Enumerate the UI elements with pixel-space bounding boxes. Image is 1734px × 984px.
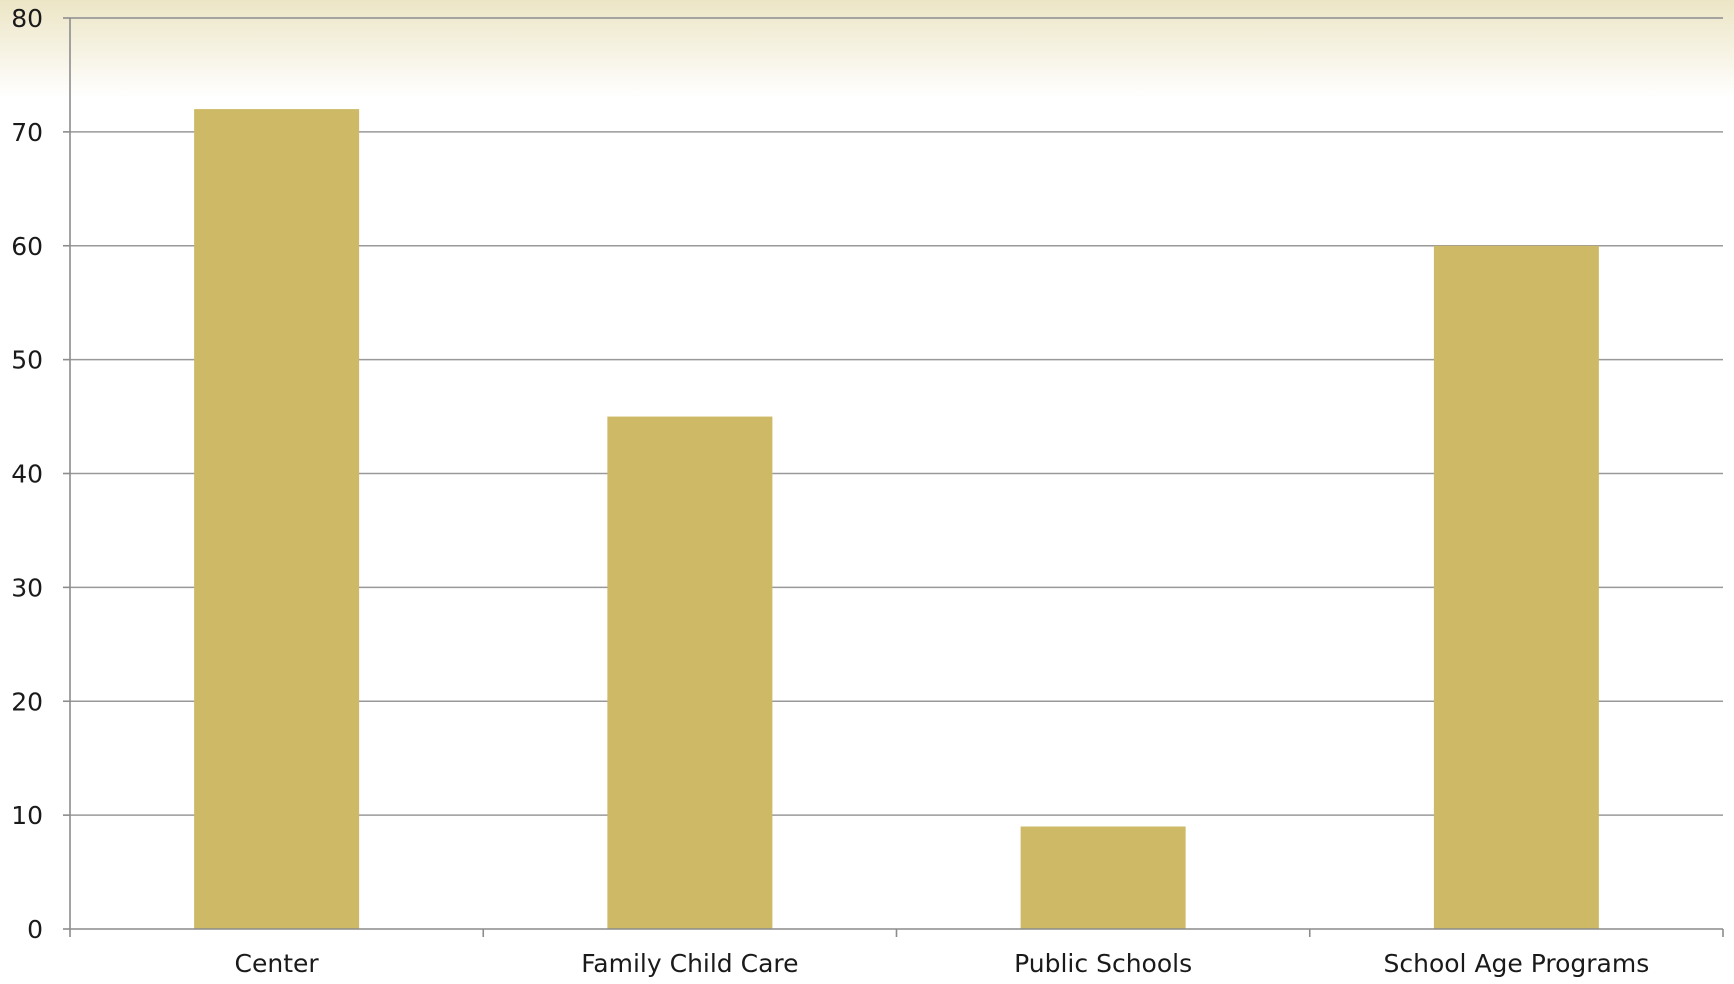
axes [63,17,1724,937]
y-tick-label-70: 70 [11,118,43,147]
x-tick-label-family-child-care: Family Child Care [581,949,798,978]
y-tick-label-40: 40 [11,460,43,489]
bar-school-age-programs [1433,245,1599,929]
header-band [0,0,1734,98]
bar-center [194,109,360,930]
y-tick-label-50: 50 [11,346,43,375]
y-tick-label-0: 0 [27,915,43,944]
bar-public-schools [1020,826,1186,929]
y-tick-label-60: 60 [11,232,43,261]
y-tick-label-30: 30 [11,573,43,602]
x-tick-label-school-age-programs: School Age Programs [1384,949,1650,978]
y-tick-labels: 0 10 20 30 40 50 60 70 80 [11,4,43,944]
bars [194,109,1599,930]
y-tick-label-80: 80 [11,4,43,33]
x-tick-labels: Center Family Child Care Public Schools Sch… [235,949,1650,978]
y-tick-label-10: 10 [11,801,43,830]
y-tick-label-20: 20 [11,687,43,716]
x-tick-label-center: Center [235,949,320,978]
x-tick-label-public-schools: Public Schools [1014,949,1192,978]
bar-family-child-care [607,416,773,929]
